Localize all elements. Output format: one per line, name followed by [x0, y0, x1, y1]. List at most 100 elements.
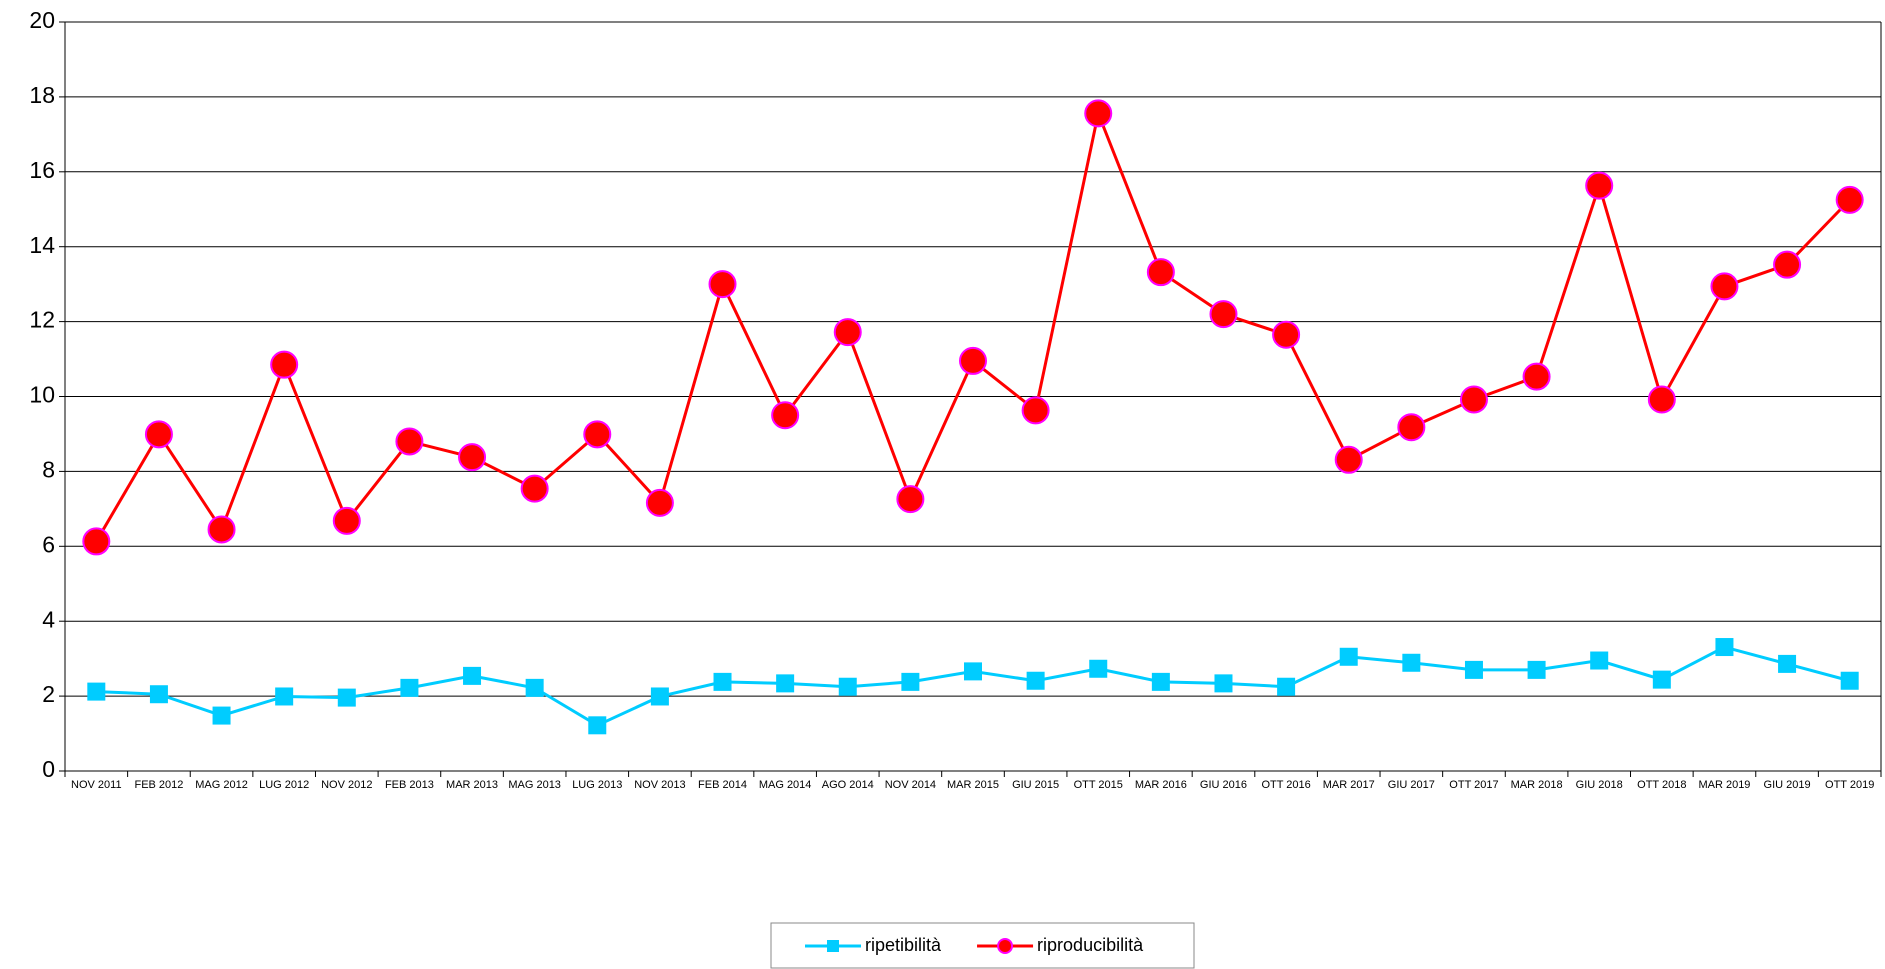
- x-tick-label: OTT 2015: [1074, 779, 1123, 791]
- point: [901, 672, 920, 691]
- x-tick-label: GIU 2019: [1764, 779, 1811, 791]
- point: [1715, 638, 1734, 657]
- point: [1277, 677, 1296, 696]
- point: [1585, 171, 1614, 200]
- x-tick-label: MAG 2014: [759, 779, 812, 791]
- x-tick-label: MAR 2013: [446, 779, 498, 791]
- x-tick-label: NOV 2014: [885, 779, 936, 791]
- point: [650, 687, 669, 706]
- x-tick-label: MAG 2013: [508, 779, 561, 791]
- point: [1209, 300, 1238, 329]
- y-tick-label: 14: [29, 232, 55, 258]
- point: [458, 443, 487, 472]
- x-tick-label: MAR 2016: [1135, 779, 1187, 791]
- x-tick-label: FEB 2012: [134, 779, 183, 791]
- y-tick-label: 4: [42, 606, 55, 632]
- x-tick-label: OTT 2018: [1637, 779, 1686, 791]
- point: [82, 527, 111, 556]
- y-tick-label: 20: [29, 7, 55, 33]
- y-tick-label: 2: [42, 681, 55, 707]
- point: [87, 682, 106, 701]
- x-tick-label: MAR 2017: [1323, 779, 1375, 791]
- y-tick-label: 6: [42, 531, 55, 557]
- point: [1522, 362, 1551, 391]
- point: [838, 677, 857, 696]
- x-tick-label: GIU 2016: [1200, 779, 1247, 791]
- point: [144, 420, 173, 449]
- point: [520, 474, 549, 503]
- point: [1397, 413, 1426, 442]
- point: [1084, 99, 1113, 128]
- point: [896, 485, 925, 514]
- y-tick-label: 18: [29, 82, 55, 108]
- point: [1146, 258, 1175, 287]
- point: [1647, 385, 1676, 414]
- x-tick-label: GIU 2018: [1576, 779, 1623, 791]
- point: [525, 678, 544, 697]
- x-tick-label: GIU 2015: [1012, 779, 1059, 791]
- point: [771, 401, 800, 430]
- x-tick-label: GIU 2017: [1388, 779, 1435, 791]
- point: [212, 706, 231, 725]
- x-tick-label: LUG 2013: [572, 779, 622, 791]
- point: [1272, 320, 1301, 349]
- x-tick-label: OTT 2017: [1449, 779, 1498, 791]
- point: [1590, 651, 1609, 670]
- point: [1151, 672, 1170, 691]
- x-tick-label: MAR 2019: [1698, 779, 1750, 791]
- point: [1339, 647, 1358, 666]
- legend-marker: [997, 938, 1014, 954]
- point: [1464, 660, 1483, 679]
- series-line: [96, 645, 1851, 728]
- point: [776, 674, 795, 693]
- legend-marker: [827, 940, 839, 952]
- point: [1334, 445, 1363, 474]
- point: [270, 350, 299, 379]
- point: [275, 687, 294, 706]
- x-tick-label: FEB 2013: [385, 779, 434, 791]
- legend-label: ripetibilità: [865, 935, 942, 955]
- y-tick-label: 8: [42, 456, 55, 482]
- point: [332, 506, 361, 535]
- point: [463, 666, 482, 685]
- x-tick-label: NOV 2011: [71, 779, 122, 791]
- point: [1840, 671, 1859, 690]
- x-tick-label: NOV 2013: [634, 779, 685, 791]
- x-tick-label: MAR 2015: [947, 779, 999, 791]
- x-tick-label: NOV 2012: [321, 779, 372, 791]
- point: [1026, 671, 1045, 690]
- point: [1835, 185, 1864, 214]
- point: [959, 346, 987, 375]
- point: [207, 515, 236, 544]
- point: [149, 685, 168, 704]
- point: [1459, 385, 1488, 414]
- point: [964, 662, 982, 681]
- point: [1214, 674, 1233, 693]
- point: [395, 427, 424, 456]
- point: [713, 672, 732, 691]
- point: [1089, 659, 1108, 678]
- x-tick-label: LUG 2012: [259, 779, 309, 791]
- point: [1021, 396, 1050, 425]
- point: [400, 678, 419, 697]
- point: [583, 420, 612, 449]
- point: [588, 716, 607, 735]
- point: [645, 488, 674, 517]
- point: [708, 270, 737, 299]
- point: [1527, 660, 1546, 679]
- series-line: [95, 108, 1851, 543]
- point: [1778, 654, 1797, 673]
- y-tick-label: 10: [29, 382, 55, 408]
- x-tick-label: MAR 2018: [1511, 779, 1563, 791]
- x-tick-label: MAG 2012: [195, 779, 248, 791]
- point: [833, 318, 862, 347]
- point: [1402, 653, 1421, 672]
- point: [337, 688, 356, 707]
- x-tick-label: AGO 2014: [822, 779, 874, 791]
- legend: ripetibilità riproducibilità: [770, 922, 1195, 969]
- point: [1710, 272, 1739, 301]
- legend-label: riproducibilità: [1037, 935, 1144, 955]
- x-tick-label: FEB 2014: [698, 779, 747, 791]
- x-tick-label: OTT 2019: [1825, 779, 1874, 791]
